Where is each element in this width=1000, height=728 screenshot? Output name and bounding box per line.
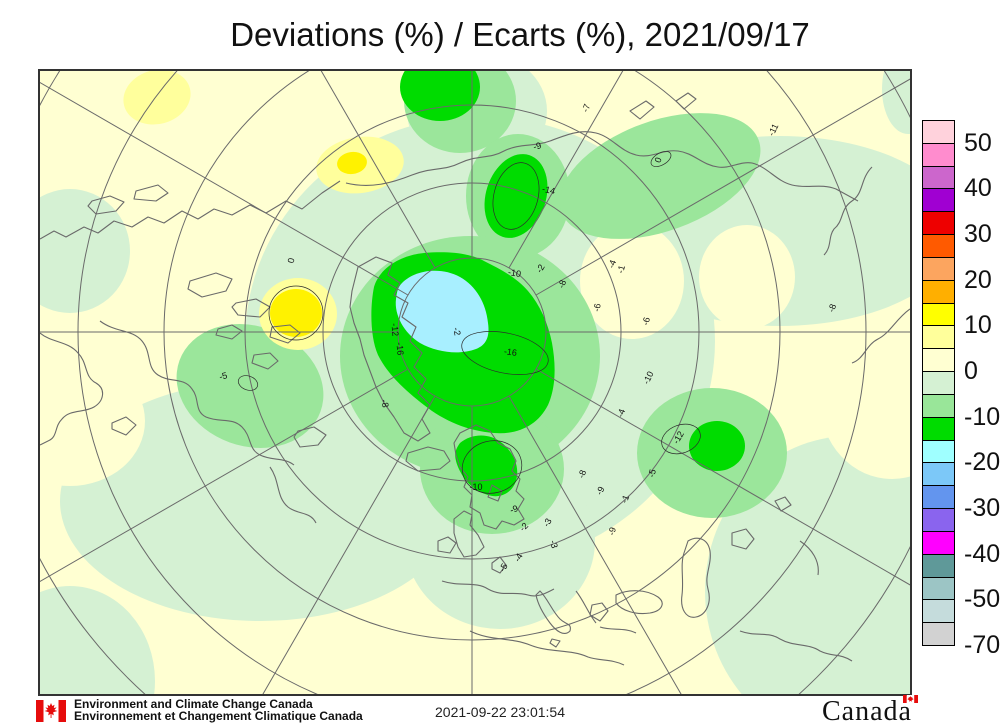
contour-label: -11 xyxy=(766,122,780,137)
contour-label: -2 xyxy=(534,263,547,275)
colorbar-cell xyxy=(922,188,955,213)
graticule xyxy=(40,71,910,694)
generation-timestamp: 2021-09-22 23:01:54 xyxy=(435,704,565,720)
contour-label: -7 xyxy=(580,102,592,113)
contour-label: -2 xyxy=(451,327,462,337)
contour-label: -8 xyxy=(556,278,568,289)
colorbar-cell xyxy=(922,325,955,350)
contour-label: -8 xyxy=(826,302,838,313)
contour-label: -1 xyxy=(619,493,631,504)
contour-label: -9 xyxy=(594,485,606,496)
colorbar-cell xyxy=(922,416,955,441)
colorbar-cell xyxy=(922,530,955,555)
colorbar-cell xyxy=(922,234,955,258)
colorbar-cell xyxy=(922,599,955,624)
colorbar-tick-label: -20 xyxy=(964,448,1000,477)
contour-lines xyxy=(237,151,701,494)
colorbar-cell xyxy=(922,348,955,373)
contour-label: -16 xyxy=(503,346,517,358)
colorbar-cell xyxy=(922,120,955,144)
colorbar-cell xyxy=(922,142,955,167)
canada-wordmark: Canada xyxy=(822,695,942,728)
contour-label: -9 xyxy=(606,526,618,536)
contour-label: -4 xyxy=(512,552,525,564)
canada-wordmark-text: Canada xyxy=(822,696,912,727)
contour-label: -8 xyxy=(379,399,390,409)
field-yellow-cores xyxy=(270,151,367,337)
colorbar-cell xyxy=(922,576,955,601)
map-svg: 0-10 -2-8-4-1-6-16-12-16-2-8-9-140-7-11-6… xyxy=(40,71,910,694)
colorbar-tick-label: -30 xyxy=(964,494,1000,523)
contour-label: -12 xyxy=(389,323,400,337)
contour-labels: 0-10 -2-8-4-1-6-16-12-16-2-8-9-140-7-11-6… xyxy=(218,102,838,573)
colorbar-tick-label: -40 xyxy=(964,539,1000,568)
contour-label: 0 xyxy=(653,156,664,164)
contour-label: -6 xyxy=(640,316,652,326)
contour-label: -9 xyxy=(508,503,519,515)
colorbar-cell xyxy=(922,302,955,327)
contour-label: -5 xyxy=(646,468,658,478)
contour-label: -3 xyxy=(548,539,560,549)
contour-label: -5 xyxy=(218,370,228,382)
page-title: Deviations (%) / Ecarts (%), 2021/09/17 xyxy=(230,16,810,53)
contour-label: -6 xyxy=(591,303,602,313)
contour-label: -9 xyxy=(532,140,542,152)
colorbar-tick-label: 40 xyxy=(964,174,992,203)
canada-flag-icon xyxy=(36,700,66,722)
contour-label: -5 xyxy=(497,562,510,574)
colorbar-cell xyxy=(922,165,955,190)
deviation-map: 0 -10 -2 -8 -4 -1 -6 -16 -12 -16 -2 -8 -9 -14 0 -7 -11 -6… xyxy=(38,69,912,696)
contour-label: -8 xyxy=(576,468,588,479)
colorbar-tick-label: 20 xyxy=(964,265,992,294)
colorbar-cell xyxy=(922,508,955,532)
colorbar-tick-label: -50 xyxy=(964,585,1000,614)
colorbar-tick-label: 30 xyxy=(964,220,992,249)
colorbar-cell xyxy=(922,622,955,646)
contour-label: 0 xyxy=(286,257,297,264)
colorbar-tick-label: -70 xyxy=(964,631,1000,659)
colorbar-cell xyxy=(922,462,955,487)
contour-label: -4 xyxy=(615,407,627,418)
colorbar-cell xyxy=(922,256,955,281)
contour-label: -16 xyxy=(394,342,405,356)
contour-label: -1 xyxy=(615,264,627,274)
colorbar-cell xyxy=(922,211,955,236)
colorbar-cell xyxy=(922,553,955,578)
field-cyan-core xyxy=(395,270,489,353)
colorbar-cell xyxy=(922,371,955,395)
contour-label: -10 xyxy=(641,370,656,386)
colorbar-tick-label: -10 xyxy=(964,402,1000,431)
org-name-fr: Environnement et Changement Climatique C… xyxy=(74,709,363,723)
contour-label: -3 xyxy=(541,517,554,529)
contour-label: -10 xyxy=(469,482,482,492)
org-name-en: Environment and Climate Change Canada xyxy=(74,697,313,711)
colorbar-legend: 50 40 30 20 10 0 -10 -20 -30 -40 -50 -70 xyxy=(922,120,1000,658)
field-ivory-patches xyxy=(40,223,910,486)
wordmark-flag-icon xyxy=(903,695,918,703)
org-signature: Environment and Climate Change Canada En… xyxy=(74,698,363,722)
contour-label: -14 xyxy=(541,184,556,196)
colorbar-tick-label: 10 xyxy=(964,311,992,340)
colorbar-tick-label: 0 xyxy=(964,357,978,386)
footer: Environment and Climate Change Canada En… xyxy=(0,694,1000,728)
colorbar-cell xyxy=(922,393,955,418)
colorbar-cell xyxy=(922,439,955,464)
contour-label: -10 xyxy=(507,267,522,279)
colorbar-cell xyxy=(922,485,955,510)
colorbar-cell xyxy=(922,279,955,304)
contour-label: -4 xyxy=(606,258,618,269)
colorbar-tick-label: 50 xyxy=(964,128,992,157)
coastlines xyxy=(40,92,910,666)
